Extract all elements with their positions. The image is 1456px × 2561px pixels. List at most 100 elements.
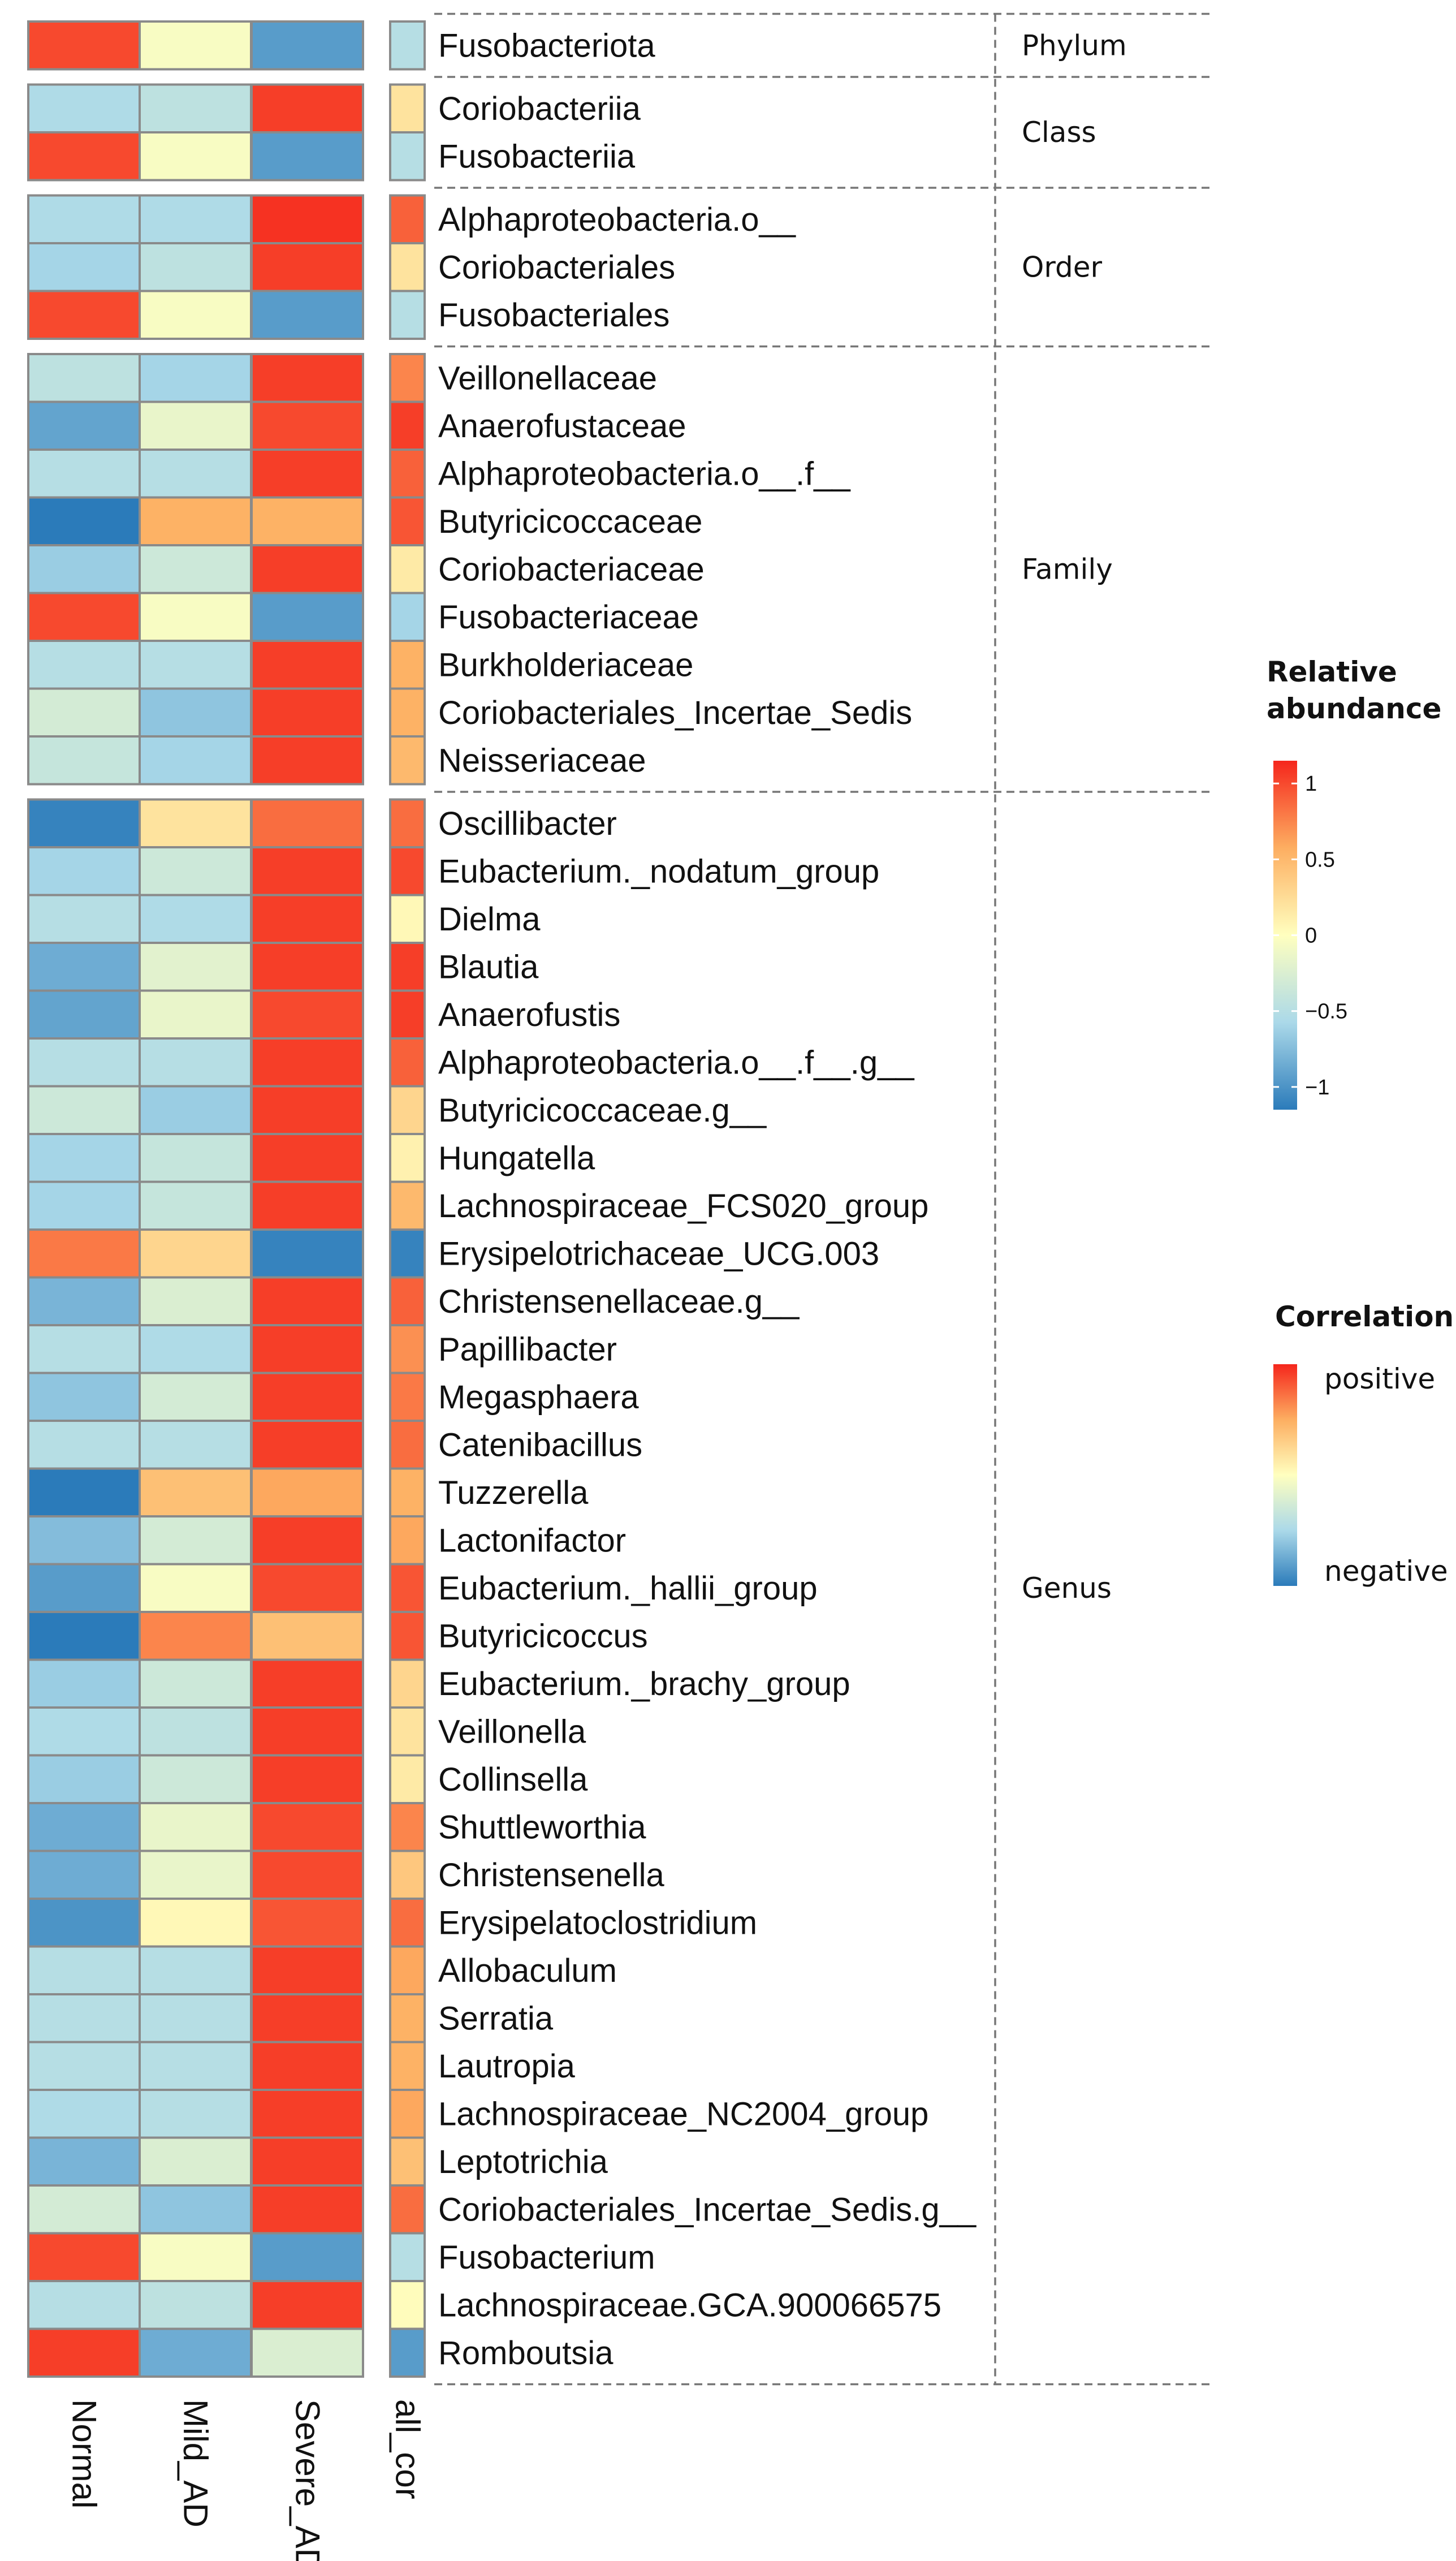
all-cor-cell [389,942,426,992]
heat-cell-mild-ad [139,2232,252,2282]
heat-cell-normal [27,1849,141,1900]
heat-cell-normal [27,1324,141,1374]
heat-cell-severe-ad [250,194,364,244]
heat-cell-severe-ad [250,20,364,71]
heat-cell-mild-ad [139,1898,252,1948]
heat-cell-mild-ad [139,1276,252,1326]
heatmap-cells [27,20,364,2378]
all-cor-cell [389,1372,426,1422]
row-label: Alphaproteobacteria.o__.f__ [438,455,851,492]
row-label: Catenibacillus [438,1426,642,1463]
all-cor-cell [389,640,426,690]
all-cor-cell [389,1420,426,1470]
heat-cell-severe-ad [250,1276,364,1326]
heat-cell-normal [27,1898,141,1948]
row-label: Neisseriaceae [438,742,646,779]
all-cor-cell [389,1706,426,1757]
row-label: Lachnospiraceae_NC2004_group [438,2096,928,2132]
heat-cell-normal [27,2041,141,2091]
all-cor-cell [389,1276,426,1326]
heat-cell-mild-ad [139,1706,252,1757]
all-cor-cell [389,194,426,244]
heat-cell-normal [27,1420,141,1470]
all-cor-cell [389,83,426,133]
heat-cell-severe-ad [250,592,364,642]
row-label: Allobaculum [438,1952,617,1989]
all-cor-cell [389,1754,426,1804]
all-cor-cell [389,290,426,340]
heat-cell-mild-ad [139,496,252,546]
row-label: Fusobacterium [438,2239,655,2276]
row-label: Burkholderiaceae [438,646,693,683]
heat-cell-severe-ad [250,496,364,546]
heat-cell-severe-ad [250,894,364,944]
row-label: Lachnospiraceae.GCA.900066575 [438,2287,941,2323]
heat-cell-mild-ad [139,131,252,182]
row-label: Tuzzerella [438,1474,589,1511]
heat-cell-normal [27,592,141,642]
all-cor-cell [389,1563,426,1613]
heat-cell-normal [27,1133,141,1183]
row-label: Dielma [438,901,541,938]
heat-cell-normal [27,1180,141,1231]
row-label: Fusobacteriales [438,297,669,334]
relative-abundance-legend: Relative abundance 1 0.5 0 −0.5 −1 [1267,656,1441,1110]
all-cor-cell [389,1133,426,1183]
all-cor-cell [389,989,426,1040]
heat-cell-normal [27,1754,141,1804]
heat-cell-severe-ad [250,989,364,1040]
heat-cell-mild-ad [139,242,252,292]
row-label: Megasphaera [438,1379,639,1416]
all-cor-cell [389,592,426,642]
heat-cell-normal [27,942,141,992]
correlation-legend: Correlation positive negative [1273,1300,1454,1588]
heat-cell-normal [27,2184,141,2235]
legend-abundance-title-1: Relative [1267,656,1397,688]
heat-cell-mild-ad [139,1228,252,1279]
all-cor-cell [389,1658,426,1709]
heat-cell-mild-ad [139,2089,252,2139]
heat-cell-mild-ad [139,1085,252,1135]
heat-cell-normal [27,83,141,133]
heat-cell-normal [27,2232,141,2282]
row-label: Erysipelatoclostridium [438,1904,757,1941]
heat-cell-mild-ad [139,1611,252,1661]
heat-cell-normal [27,1563,141,1613]
heat-cell-mild-ad [139,1993,252,2043]
row-label: Romboutsia [438,2335,613,2372]
heat-cell-severe-ad [250,1228,364,1279]
heat-cell-normal [27,449,141,499]
heat-cell-mild-ad [139,1324,252,1374]
heat-cell-severe-ad [250,1754,364,1804]
group-label-phylum: Phylum [1022,29,1127,62]
heat-cell-mild-ad [139,989,252,1040]
group-label-family: Family [1022,553,1113,585]
row-labels: Fusobacteriota Coriobacteriia Fusobacterii… [438,27,977,2372]
all-cor-cell [389,353,426,403]
heat-cell-normal [27,131,141,182]
heat-cell-normal [27,496,141,546]
all-cor-cell [389,2136,426,2187]
all-cor-cell [389,1467,426,1517]
heat-cell-mild-ad [139,1133,252,1183]
heat-cell-normal [27,1658,141,1709]
heat-cell-severe-ad [250,2136,364,2187]
all-cor-cell [389,1611,426,1661]
all-cor-cell [389,131,426,182]
heat-cell-normal [27,1706,141,1757]
heat-cell-mild-ad [139,894,252,944]
all-cor-annotation-cells [389,20,426,2378]
heat-cell-mild-ad [139,687,252,738]
heat-cell-severe-ad [250,2327,364,2378]
heat-cell-severe-ad [250,2089,364,2139]
heat-cell-severe-ad [250,1849,364,1900]
heat-cell-severe-ad [250,449,364,499]
all-cor-cell [389,2280,426,2330]
heat-cell-mild-ad [139,942,252,992]
heat-cell-severe-ad [250,242,364,292]
row-label: Fusobacteriaceae [438,599,699,636]
column-label-normal: Normal [66,2399,103,2508]
heat-cell-mild-ad [139,2136,252,2187]
heat-cell-normal [27,1372,141,1422]
heat-cell-severe-ad [250,131,364,182]
